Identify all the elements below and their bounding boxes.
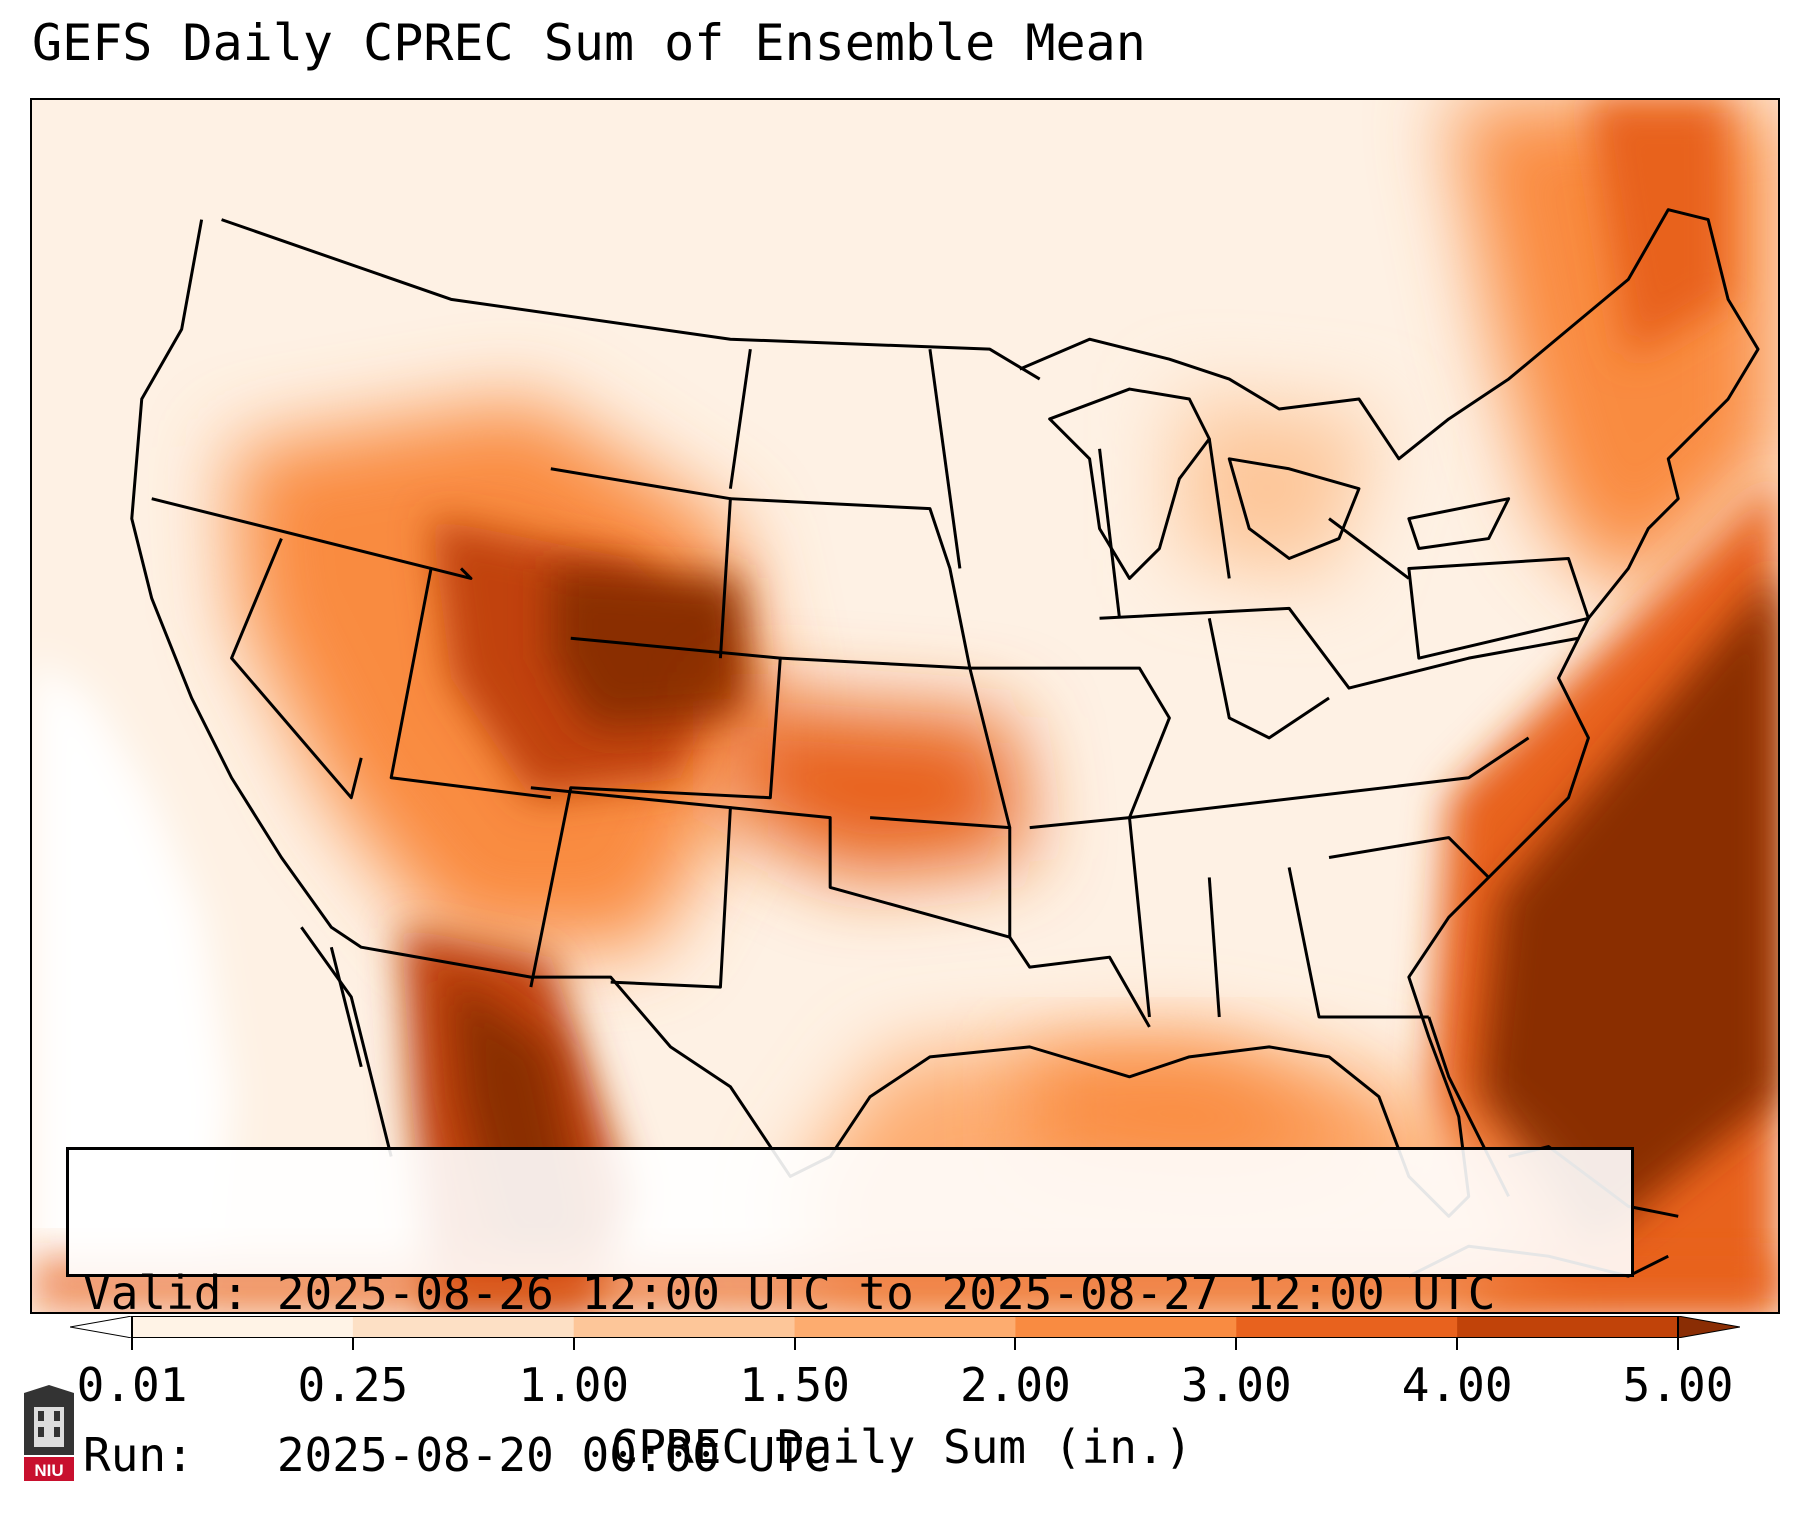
colorbar-tick-label: 5.00 xyxy=(1622,1358,1734,1412)
colorbar-tick-mark xyxy=(793,1338,796,1350)
colorbar-segment xyxy=(1236,1316,1458,1338)
valid-period-text: Valid: 2025-08-26 12:00 UTC to 2025-08-2… xyxy=(83,1266,1496,1320)
logo-text: NIU xyxy=(34,1461,63,1480)
colorbar-tick-label: 1.00 xyxy=(518,1358,630,1412)
colorbar-segment xyxy=(794,1316,1016,1338)
colorbar-tick-mark xyxy=(572,1338,575,1350)
precipitation-map xyxy=(30,98,1780,1314)
colorbar-extend-low xyxy=(70,1316,133,1338)
colorbar-outline xyxy=(131,1316,1679,1338)
colorbar-extend-high xyxy=(1677,1316,1740,1338)
colorbar-segment xyxy=(1015,1316,1237,1338)
colorbar-tick-mark xyxy=(131,1338,133,1350)
colorbar xyxy=(70,1316,1740,1338)
run-info-box: Valid: 2025-08-26 12:00 UTC to 2025-08-2… xyxy=(66,1147,1634,1482)
colorbar-tick-mark xyxy=(1456,1338,1459,1350)
state-boundaries xyxy=(130,208,1760,1278)
colorbar-tick-label: 1.50 xyxy=(739,1358,850,1412)
niu-shield-icon: NIU xyxy=(24,1385,74,1481)
colorbar-segment xyxy=(573,1316,796,1338)
map-title: GEFS Daily CPREC Sum of Ensemble Mean xyxy=(32,14,1146,72)
precip-field xyxy=(32,100,1778,1312)
colorbar-tick-mark xyxy=(1014,1338,1017,1350)
run-time-text: Run: 2025-08-20 00:00 UTC xyxy=(83,1428,831,1482)
colorbar-tick-label: 3.00 xyxy=(1180,1358,1292,1412)
colorbar-tick-mark xyxy=(1677,1338,1679,1350)
colorbar-tick-label: 2.00 xyxy=(960,1358,1071,1412)
colorbar-tick-label: 0.01 xyxy=(76,1358,188,1412)
colorbar-tick-label: 4.00 xyxy=(1401,1358,1513,1412)
colorbar-segment xyxy=(132,1316,354,1338)
colorbar-tick-mark xyxy=(1235,1338,1238,1350)
map-canvas xyxy=(32,100,1778,1312)
colorbar-label: CPREC Daily Sum (in.) xyxy=(610,1420,1193,1474)
colorbar-tick-label: 0.25 xyxy=(297,1358,409,1412)
colorbar-tick-mark xyxy=(351,1338,354,1350)
colorbar-segment xyxy=(352,1316,575,1338)
colorbar-segment xyxy=(1457,1316,1679,1338)
